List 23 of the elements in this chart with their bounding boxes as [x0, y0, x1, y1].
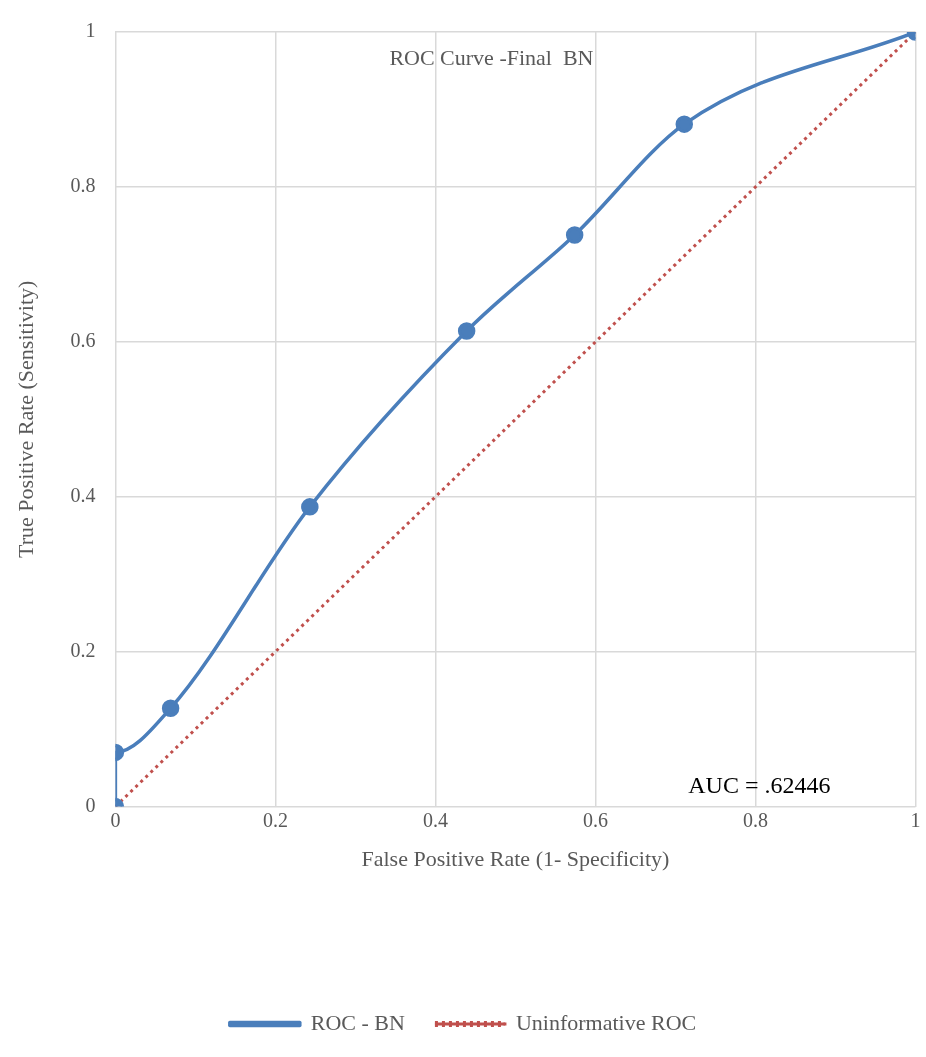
x-tick-label: 0.4 [422, 808, 448, 831]
y-tick-label: 0.2 [70, 638, 96, 661]
y-tick-label: 0.6 [70, 329, 96, 352]
x-tick-label: 0.6 [582, 808, 608, 831]
point [565, 226, 584, 244]
y-tick-label: 0.8 [70, 174, 96, 197]
point [457, 322, 476, 340]
x-tick-label: 1 [910, 808, 921, 831]
point [301, 498, 319, 516]
y-tick-label: 0 [85, 793, 96, 816]
y-axis-title: True Positive Rate (Sensitivity) [12, 280, 38, 558]
legend-label: Uninformative ROC [515, 1009, 697, 1035]
x-axis-title: False Positive Rate (1- Specificity) [361, 845, 670, 871]
text: ROC Curve -Final BN [389, 44, 594, 70]
legend-label: ROC - BN [310, 1009, 406, 1035]
point [675, 115, 694, 133]
x-tick-label: 0 [110, 808, 121, 831]
x-tick-label: 0.2 [262, 808, 288, 831]
y-tick-label: 1 [85, 19, 96, 42]
point [161, 699, 180, 717]
y-tick-label: 0.4 [70, 484, 96, 507]
annotation: AUC = .62446 [688, 771, 831, 798]
x-tick-label: 0.8 [742, 808, 768, 831]
